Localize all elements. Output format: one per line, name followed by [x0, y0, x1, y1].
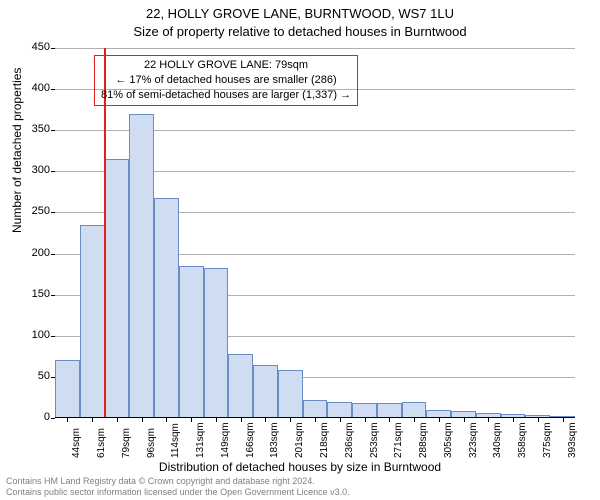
x-tick-label: 271sqm — [393, 422, 404, 458]
histogram-bar — [80, 225, 105, 418]
footer-line-2: Contains public sector information licen… — [6, 487, 350, 498]
x-tick-mark — [92, 418, 93, 422]
annotation-line-2: ← 17% of detached houses are smaller (28… — [101, 73, 351, 88]
footer-attribution: Contains HM Land Registry data © Crown c… — [6, 476, 350, 498]
y-tick-label: 300 — [10, 164, 50, 176]
page-subtitle: Size of property relative to detached ho… — [0, 24, 600, 39]
x-tick-mark — [166, 418, 167, 422]
histogram-bar — [105, 159, 130, 418]
x-tick-label: 218sqm — [319, 422, 330, 458]
plot-area: 22 HOLLY GROVE LANE: 79sqm← 17% of detac… — [55, 48, 575, 418]
histogram-bar — [278, 370, 303, 418]
y-tick-label: 250 — [10, 205, 50, 217]
x-tick-mark — [290, 418, 291, 422]
x-tick-mark — [488, 418, 489, 422]
histogram-bar — [303, 400, 328, 418]
x-tick-label: 61sqm — [96, 428, 107, 458]
page-title-address: 22, HOLLY GROVE LANE, BURNTWOOD, WS7 1LU — [0, 6, 600, 21]
x-tick-label: 44sqm — [71, 428, 82, 458]
x-tick-mark — [265, 418, 266, 422]
y-tick-label: 400 — [10, 82, 50, 94]
histogram-bar — [402, 402, 427, 418]
y-tick-label: 200 — [10, 247, 50, 259]
x-tick-label: 253sqm — [369, 422, 380, 458]
x-tick-mark — [191, 418, 192, 422]
x-tick-mark — [513, 418, 514, 422]
x-tick-label: 323sqm — [468, 422, 479, 458]
annotation-box: 22 HOLLY GROVE LANE: 79sqm← 17% of detac… — [94, 55, 358, 106]
x-tick-label: 79sqm — [121, 428, 132, 458]
x-tick-label: 358sqm — [517, 422, 528, 458]
x-tick-mark — [538, 418, 539, 422]
x-tick-mark — [67, 418, 68, 422]
x-tick-label: 288sqm — [418, 422, 429, 458]
x-tick-label: 201sqm — [294, 422, 305, 458]
x-tick-label: 305sqm — [443, 422, 454, 458]
x-tick-label: 236sqm — [344, 422, 355, 458]
histogram-bar — [352, 403, 377, 418]
x-tick-label: 149sqm — [220, 422, 231, 458]
y-tick-label: 450 — [10, 41, 50, 53]
x-tick-mark — [563, 418, 564, 422]
grid-line — [55, 48, 575, 49]
x-tick-mark — [315, 418, 316, 422]
x-tick-mark — [142, 418, 143, 422]
x-tick-label: 96sqm — [146, 428, 157, 458]
histogram-bar — [327, 402, 352, 418]
x-tick-label: 183sqm — [269, 422, 280, 458]
x-tick-mark — [216, 418, 217, 422]
x-tick-mark — [117, 418, 118, 422]
y-tick-label: 350 — [10, 123, 50, 135]
x-tick-label: 114sqm — [170, 423, 181, 458]
x-tick-mark — [340, 418, 341, 422]
y-tick-label: 100 — [10, 329, 50, 341]
x-tick-mark — [389, 418, 390, 422]
x-axis-line — [55, 417, 575, 418]
annotation-line-1: 22 HOLLY GROVE LANE: 79sqm — [101, 58, 351, 73]
histogram-bar — [154, 198, 179, 418]
histogram-bar — [228, 354, 253, 418]
x-tick-mark — [241, 418, 242, 422]
x-tick-mark — [464, 418, 465, 422]
footer-line-1: Contains HM Land Registry data © Crown c… — [6, 476, 350, 487]
histogram-bar — [377, 403, 402, 418]
histogram-bar — [253, 365, 278, 418]
y-tick-label: 150 — [10, 288, 50, 300]
annotation-line-3: 81% of semi-detached houses are larger (… — [101, 88, 351, 103]
histogram-bar — [129, 114, 154, 418]
x-tick-mark — [439, 418, 440, 422]
x-tick-label: 166sqm — [245, 422, 256, 458]
x-tick-mark — [414, 418, 415, 422]
histogram-bar — [179, 266, 204, 418]
x-tick-label: 393sqm — [567, 422, 578, 458]
y-tick-label: 0 — [10, 411, 50, 423]
y-tick-label: 50 — [10, 370, 50, 382]
x-tick-label: 340sqm — [492, 422, 503, 458]
x-tick-mark — [365, 418, 366, 422]
x-axis-title: Distribution of detached houses by size … — [0, 460, 600, 474]
histogram-bar — [204, 268, 229, 418]
x-tick-label: 131sqm — [195, 422, 206, 458]
chart-container: 22, HOLLY GROVE LANE, BURNTWOOD, WS7 1LU… — [0, 0, 600, 500]
y-tick-mark — [51, 418, 55, 419]
histogram-bar — [55, 360, 80, 418]
x-tick-label: 375sqm — [542, 422, 553, 458]
